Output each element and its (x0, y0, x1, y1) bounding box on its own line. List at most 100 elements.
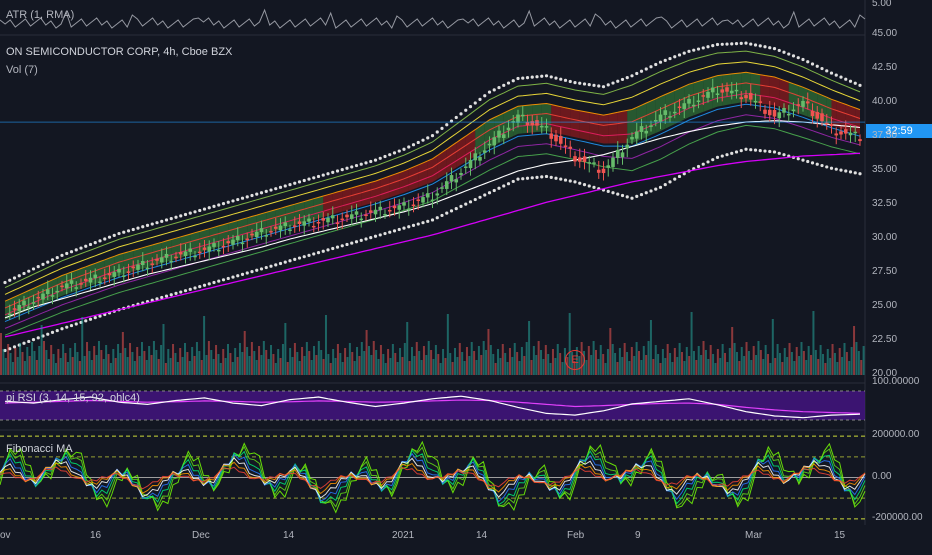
upper-band-dot (839, 75, 843, 79)
lower-band-dot (820, 163, 824, 168)
volume-bar (40, 325, 43, 375)
lower-band-dot (763, 149, 767, 153)
lower-band-dot (50, 330, 55, 334)
volume-bar (759, 350, 762, 375)
candle-body (715, 93, 720, 95)
ribbon-fill (613, 112, 618, 144)
ribbon-fill (670, 90, 675, 127)
lower-band-dot (46, 332, 50, 336)
upper-band-dot (198, 208, 202, 213)
ribbon-fill (394, 172, 400, 196)
volume-bar (231, 362, 234, 375)
candle-body (677, 106, 682, 109)
atr-label[interactable]: ATR (1, RMA) (6, 9, 75, 21)
candle-body (487, 143, 492, 146)
upper-band-dot (720, 42, 724, 46)
lower-band-dot (278, 261, 283, 266)
candle-body (7, 313, 12, 316)
volume-bar (604, 363, 607, 375)
volume-bar (774, 358, 777, 375)
volume-bar (778, 353, 781, 375)
candle-body (620, 152, 625, 158)
x-tick-label: 14 (476, 530, 488, 541)
volume-bar (143, 351, 146, 375)
fib-ma-label[interactable]: Fibonacci MA (6, 443, 73, 455)
atr-line (0, 8, 866, 30)
volume-bar (494, 363, 497, 375)
upper-band-dot (582, 82, 587, 86)
volume-bar (506, 362, 509, 375)
rsi-label[interactable]: pi RSI (3, 14, 15, 92, ohlc4) (6, 392, 140, 404)
volume-bar (255, 360, 258, 375)
volume-bar (551, 349, 554, 375)
lower-band-dot (179, 290, 183, 294)
upper-band-dot (364, 161, 368, 165)
upper-band-dot (74, 248, 78, 252)
upper-band-dot (179, 214, 183, 218)
lower-band-dot (511, 179, 515, 184)
ribbon-fill (142, 246, 148, 269)
volume-bar (458, 343, 461, 375)
volume-bar (336, 344, 339, 375)
candle-body (720, 89, 725, 93)
upper-band-dot (516, 76, 520, 81)
x-tick-label: 9 (635, 530, 641, 541)
ribbon-fill (95, 261, 100, 284)
candle-body (269, 231, 273, 233)
volume-bar (712, 354, 715, 375)
volume-bar (690, 312, 693, 375)
volume-bar (86, 342, 89, 375)
volume-bar (4, 358, 7, 375)
lower-band-dot (435, 216, 439, 220)
candle-body (159, 257, 164, 263)
ribbon-fill (850, 106, 856, 133)
volume-bar (848, 361, 851, 375)
volume-bar (704, 350, 707, 375)
volume-bar (755, 355, 758, 375)
upper-band-dot (150, 222, 154, 226)
volume-bar (375, 350, 378, 375)
volume-bar (367, 346, 370, 375)
upper-band-dot (326, 172, 330, 176)
upper-band-dot (430, 134, 435, 138)
symbol-title[interactable]: ON SEMICONDUCTOR CORP, 4h, Cboe BZX (6, 46, 233, 58)
volume-bar (229, 353, 232, 375)
upper-band-dot (506, 81, 511, 85)
lower-band-dot (231, 275, 235, 279)
volume-bar (155, 350, 158, 375)
ribbon-fill (541, 103, 547, 132)
candle-body (520, 114, 525, 117)
upper-band-dot (354, 163, 359, 168)
volume-bar (97, 341, 100, 375)
volume-bar (716, 349, 719, 375)
upper-band-dot (331, 170, 335, 174)
volume-label[interactable]: Vol (7) (6, 64, 38, 76)
earnings-marker[interactable]: E (565, 350, 585, 370)
volume-bar (501, 344, 504, 375)
volume-bar (241, 352, 244, 375)
volume-bar (812, 311, 815, 375)
lower-band-dot (549, 175, 553, 179)
upper-band-dot (397, 149, 401, 153)
volume-bar (504, 353, 507, 375)
upper-band-dot (188, 211, 192, 215)
volume-bar (258, 346, 261, 375)
ribbon-fill (774, 77, 780, 108)
candle-body (663, 110, 668, 115)
candle-body (102, 277, 107, 280)
ribbon-fill (579, 110, 585, 140)
lower-band-dot (839, 168, 843, 172)
candle-body (45, 289, 50, 295)
volume-bar (857, 351, 860, 375)
candle-body (36, 296, 41, 299)
ribbon-fill (712, 75, 718, 109)
upper-band-dot (31, 267, 36, 271)
volume-bar (172, 344, 175, 375)
ribbon-fill (831, 99, 837, 127)
y-tick-label: 32.50 (872, 198, 898, 209)
upper-band-dot (107, 235, 112, 239)
lower-band-dot (825, 165, 829, 169)
volume-bar (382, 354, 385, 375)
volume-bar (102, 359, 105, 375)
volume-bar (69, 348, 72, 375)
